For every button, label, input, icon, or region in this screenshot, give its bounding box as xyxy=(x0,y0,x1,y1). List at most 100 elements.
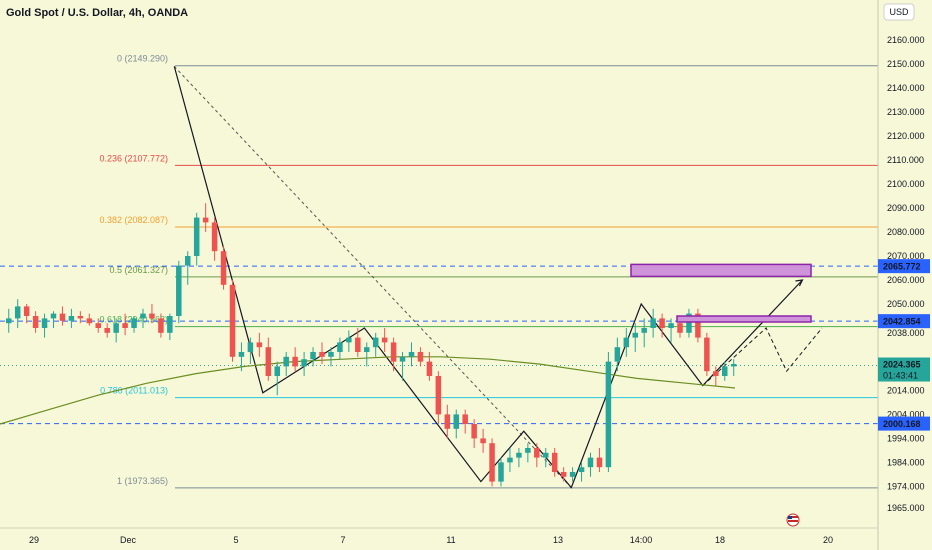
candle-body xyxy=(730,364,737,367)
candle-26 xyxy=(238,342,245,372)
candle-body xyxy=(498,462,504,482)
candle-11 xyxy=(104,323,110,338)
y-tick-label: 2080.000 xyxy=(887,227,925,237)
currency-badge[interactable] xyxy=(883,3,915,21)
candle-body xyxy=(677,323,683,333)
candle-body xyxy=(86,318,93,324)
candle-38 xyxy=(346,330,352,352)
candle-44 xyxy=(399,352,406,381)
candle-body xyxy=(247,342,254,352)
y-tick-label: 2130.000 xyxy=(887,107,925,117)
candle-46 xyxy=(417,347,424,367)
x-tick-label: 18 xyxy=(715,535,725,545)
candle-body xyxy=(41,318,48,328)
candle-8 xyxy=(77,311,84,324)
candle-body xyxy=(301,359,307,367)
y-tick-label: 2038.000 xyxy=(887,328,925,338)
y-tick-label: 2110.000 xyxy=(887,155,924,165)
candle-body xyxy=(23,306,30,316)
candle-49 xyxy=(444,404,451,439)
candle-9 xyxy=(86,313,93,326)
candle-1 xyxy=(14,299,21,328)
candle-body xyxy=(355,337,361,352)
price-badge-1 xyxy=(878,314,930,329)
candle-body xyxy=(149,313,155,319)
candle-body xyxy=(328,352,334,357)
candle-64 xyxy=(578,462,585,482)
fib-label-0: 0 (2149.290) xyxy=(117,54,168,64)
candle-body xyxy=(381,337,388,343)
candle-body xyxy=(650,318,656,328)
candle-body xyxy=(220,251,227,285)
candle-78 xyxy=(704,332,710,376)
candle-body xyxy=(623,337,630,348)
candle-79 xyxy=(713,366,719,386)
candle-body xyxy=(695,313,701,338)
candle-27 xyxy=(247,337,254,364)
candles xyxy=(6,203,737,487)
candle-body xyxy=(167,316,173,333)
candle-57 xyxy=(516,448,522,468)
candle-body xyxy=(77,316,84,319)
candle-body xyxy=(372,337,379,348)
target-boxes xyxy=(630,263,812,323)
candle-body xyxy=(283,356,289,367)
candle-body xyxy=(319,352,325,357)
candle-34 xyxy=(310,347,316,367)
current-price-value: 2024.365 xyxy=(883,360,921,370)
candle-51 xyxy=(462,409,468,434)
zigzag-path xyxy=(173,66,803,489)
candle-66 xyxy=(596,448,603,472)
candle-23 xyxy=(211,217,218,261)
candle-73 xyxy=(659,313,665,338)
candle-body xyxy=(14,306,21,319)
candle-25 xyxy=(229,280,236,362)
candle-body xyxy=(104,328,110,333)
candle-32 xyxy=(292,347,298,372)
candle-body xyxy=(551,452,558,472)
candle-body xyxy=(202,217,209,223)
zigzag-arrowhead xyxy=(795,279,804,287)
fib-label-6: 1 (1973.365) xyxy=(117,476,168,486)
candle-17 xyxy=(158,313,164,338)
candle-body xyxy=(516,452,522,458)
candle-59 xyxy=(534,443,540,468)
candle-2 xyxy=(23,304,30,324)
price-axis[interactable]: USD 2160.000 2150.000 2140.000 2130.000 2120.… xyxy=(877,0,932,550)
currency-label: USD xyxy=(889,7,909,17)
candle-body xyxy=(113,323,119,333)
chart-title: Gold Spot / U.S. Dollar, 4h, OANDA xyxy=(6,7,188,19)
fib-label-1: 0.236 (2107.772) xyxy=(99,153,168,163)
candle-24 xyxy=(220,246,227,290)
x-tick-label: 7 xyxy=(340,535,345,545)
x-tick-label: 29 xyxy=(29,535,39,545)
us-flag-icon[interactable] xyxy=(786,513,800,527)
candle-body xyxy=(68,316,75,321)
candle-body xyxy=(158,318,164,333)
candle-52 xyxy=(471,419,477,448)
y-tick-label: 2050.000 xyxy=(887,299,925,309)
candle-45 xyxy=(408,342,415,367)
candle-43 xyxy=(390,337,397,372)
candle-body xyxy=(605,361,612,468)
candle-body xyxy=(274,366,280,376)
candle-body xyxy=(364,347,370,352)
candle-71 xyxy=(641,318,647,348)
candle-body xyxy=(641,328,647,333)
price-badge-label-1: 2042.854 xyxy=(883,317,921,327)
candle-50 xyxy=(453,409,459,439)
candle-60 xyxy=(543,448,549,468)
candle-62 xyxy=(560,467,567,482)
candle-body xyxy=(614,347,621,362)
candle-15 xyxy=(140,308,146,328)
candle-body xyxy=(453,414,459,429)
candle-58 xyxy=(525,443,531,463)
candle-body xyxy=(704,337,710,372)
candle-body xyxy=(337,342,343,352)
candle-74 xyxy=(668,318,674,343)
candle-body xyxy=(408,352,415,357)
time-axis[interactable]: 29 Dec 5 7 11 13 14:00 18 20 xyxy=(0,513,878,545)
candle-21 xyxy=(193,212,200,266)
candle-body xyxy=(713,371,719,376)
candle-body xyxy=(50,313,57,319)
